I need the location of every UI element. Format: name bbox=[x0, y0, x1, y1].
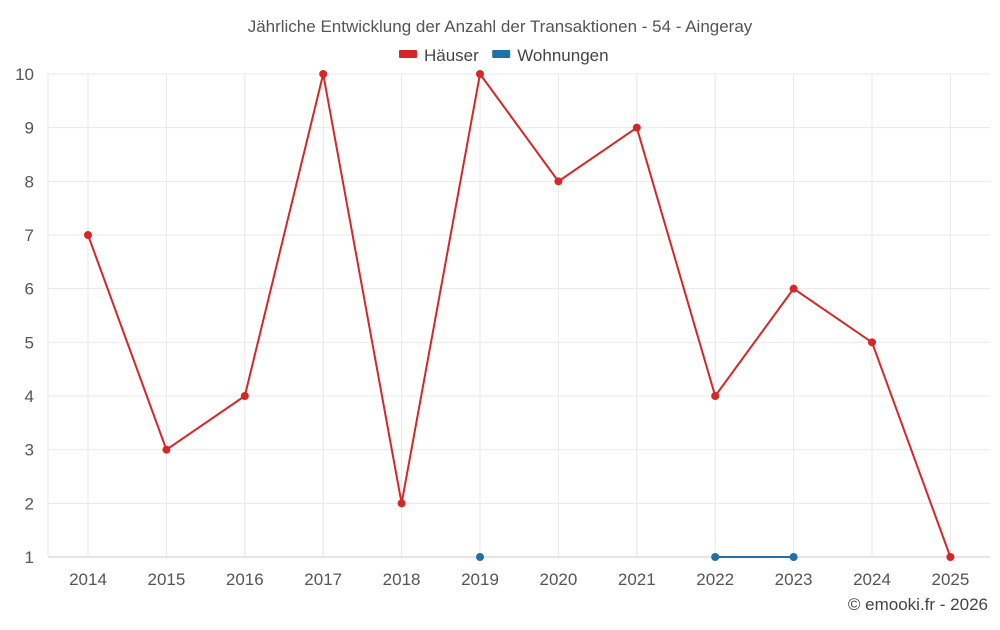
y-tick-label: 9 bbox=[25, 119, 34, 138]
data-point-0[interactable] bbox=[319, 70, 328, 78]
legend-swatch bbox=[492, 50, 511, 58]
x-tick-label: 2014 bbox=[69, 570, 107, 589]
legend-label: Wohnungen bbox=[517, 46, 608, 65]
x-tick-label: 2016 bbox=[226, 570, 264, 589]
data-point-0[interactable] bbox=[240, 392, 249, 400]
series-line-0 bbox=[87, 71, 952, 558]
x-tick-label: 2021 bbox=[618, 570, 656, 589]
legend-swatch bbox=[399, 50, 417, 58]
chart-title: Jährliche Entwicklung der Anzahl der Tra… bbox=[248, 17, 753, 36]
grid bbox=[47, 73, 990, 558]
x-tick-label: 2015 bbox=[147, 570, 185, 589]
y-tick-label: 4 bbox=[25, 387, 34, 406]
legend-item-1[interactable]: Wohnungen bbox=[492, 46, 609, 65]
data-point-0[interactable] bbox=[946, 553, 955, 561]
data-point-0[interactable] bbox=[632, 123, 641, 132]
legend-label: Häuser bbox=[424, 46, 479, 65]
data-point-1[interactable] bbox=[711, 553, 720, 561]
data-point-0[interactable] bbox=[162, 445, 171, 454]
legend[interactable]: Häuser Wohnungen bbox=[399, 46, 609, 65]
y-tick-label: 1 bbox=[25, 548, 34, 567]
data-point-0[interactable] bbox=[84, 231, 92, 239]
legend-item-0[interactable]: Häuser bbox=[399, 46, 479, 65]
data-point-1[interactable] bbox=[476, 553, 484, 561]
x-tick-label: 2025 bbox=[931, 570, 969, 589]
data-point-0[interactable] bbox=[789, 284, 798, 293]
x-tick-label: 2024 bbox=[853, 570, 891, 589]
data-point-0[interactable] bbox=[397, 499, 406, 508]
y-tick-label: 10 bbox=[15, 65, 34, 84]
data-point-0[interactable] bbox=[711, 392, 720, 400]
x-tick-label: 2017 bbox=[304, 570, 342, 589]
y-tick-label: 6 bbox=[25, 280, 34, 299]
y-axis: 1 2 3 4 5 6 7 8 9 10 bbox=[15, 65, 34, 567]
y-tick-label: 7 bbox=[25, 226, 34, 245]
x-tick-label: 2020 bbox=[539, 570, 577, 589]
x-tick-label: 2019 bbox=[461, 570, 499, 589]
x-axis: 2014 2015 2016 2017 2018 2019 2020 2021 2022 2023… bbox=[69, 570, 969, 589]
data-point-0[interactable] bbox=[868, 338, 876, 347]
credit-label: © emooki.fr - 2026 bbox=[848, 595, 988, 614]
data-point-0[interactable] bbox=[476, 70, 484, 78]
data-point-0[interactable] bbox=[554, 177, 563, 186]
x-tick-label: 2018 bbox=[383, 570, 421, 589]
y-tick-label: 2 bbox=[25, 494, 34, 513]
y-tick-label: 3 bbox=[25, 441, 34, 460]
x-tick-label: 2022 bbox=[696, 570, 734, 589]
y-tick-label: 8 bbox=[25, 172, 34, 191]
data-point-1[interactable] bbox=[789, 553, 798, 561]
y-tick-label: 5 bbox=[25, 333, 34, 352]
series-group bbox=[84, 70, 955, 561]
x-tick-label: 2023 bbox=[775, 570, 813, 589]
